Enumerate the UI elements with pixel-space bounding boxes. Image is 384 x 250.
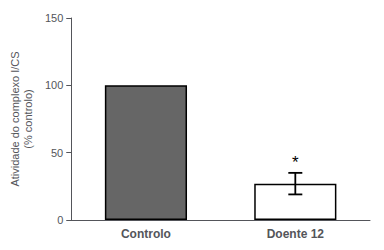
svg-text:50: 50 [51,147,63,159]
svg-text:(% controlo): (% controlo) [22,89,34,148]
svg-text:0: 0 [57,214,63,226]
svg-text:100: 100 [45,79,63,91]
svg-text:Doente 12: Doente 12 [267,227,325,241]
svg-text:Controlo: Controlo [121,227,171,241]
svg-text:Atividade do complexo I/CS: Atividade do complexo I/CS [9,51,21,186]
svg-text:150: 150 [45,12,63,24]
svg-text:*: * [292,153,299,172]
